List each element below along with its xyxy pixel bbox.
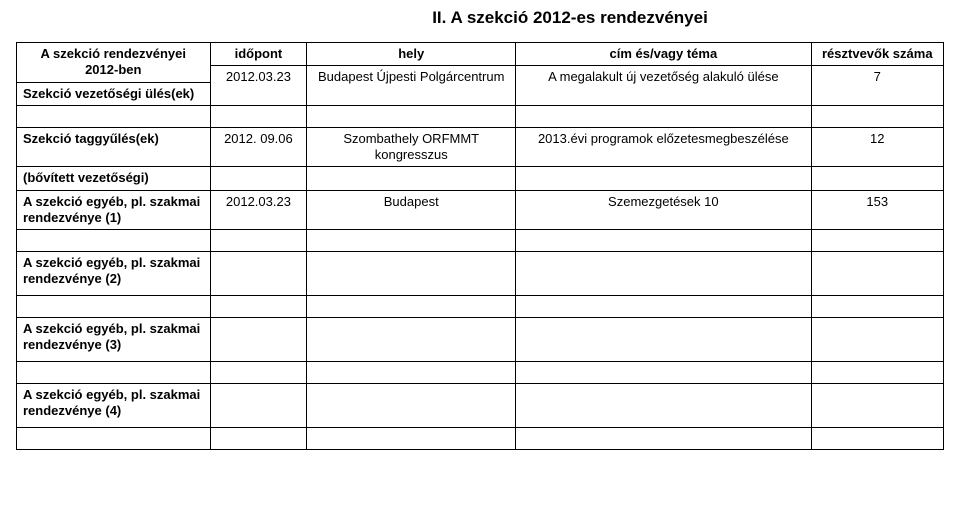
row-spacer4 (17, 362, 944, 384)
member-meeting-date: 2012. 09.06 (210, 127, 307, 167)
spacer5-label (17, 428, 211, 450)
other1-place: Budapest (307, 190, 516, 230)
other2-count (811, 252, 943, 296)
header-place: hely (307, 43, 516, 66)
other1-date: 2012.03.23 (210, 190, 307, 230)
other2-label: A szekció egyéb, pl. szakmai rendezvénye… (17, 252, 211, 296)
other3-date (210, 318, 307, 362)
row-other3: A szekció egyéb, pl. szakmai rendezvénye… (17, 318, 944, 362)
row-other4: A szekció egyéb, pl. szakmai rendezvénye… (17, 384, 944, 428)
leadership-count: 7 (811, 66, 943, 106)
spacer5-c5 (811, 428, 943, 450)
row-spacer5 (17, 428, 944, 450)
other2-topic (516, 252, 811, 296)
spacer1-place (307, 105, 516, 127)
row-spacer1 (17, 105, 944, 127)
spacer1-label (17, 105, 211, 127)
member-meeting-count: 12 (811, 127, 943, 167)
row-spacer3 (17, 296, 944, 318)
spacer4-label (17, 362, 211, 384)
spacer3-c5 (811, 296, 943, 318)
row-spacer2 (17, 230, 944, 252)
header-date: időpont (210, 43, 307, 66)
row-other2: A szekció egyéb, pl. szakmai rendezvénye… (17, 252, 944, 296)
extended-board-place (307, 167, 516, 190)
page-title: II. A szekció 2012-es rendezvényei (16, 8, 944, 28)
extended-board-date (210, 167, 307, 190)
table-header-row: A szekció rendezvényei 2012-ben időpont … (17, 43, 944, 66)
row-member-meeting: Szekció taggyűlés(ek) 2012. 09.06 Szomba… (17, 127, 944, 167)
leadership-date: 2012.03.23 (210, 66, 307, 106)
spacer4-c2 (210, 362, 307, 384)
other4-count (811, 384, 943, 428)
extended-board-count (811, 167, 943, 190)
leadership-topic: A megalakult új vezetőség alakuló ülése (516, 66, 811, 106)
other3-topic (516, 318, 811, 362)
spacer5-c2 (210, 428, 307, 450)
spacer1-count (811, 105, 943, 127)
other1-topic: Szemezgetések 10 (516, 190, 811, 230)
spacer4-c5 (811, 362, 943, 384)
member-meeting-label: Szekció taggyűlés(ek) (17, 127, 211, 167)
other2-date (210, 252, 307, 296)
spacer3-c2 (210, 296, 307, 318)
spacer1-date (210, 105, 307, 127)
other3-place (307, 318, 516, 362)
spacer2-c3 (307, 230, 516, 252)
other4-place (307, 384, 516, 428)
header-count: résztvevők száma (811, 43, 943, 66)
extended-board-label: (bővített vezetőségi) (17, 167, 211, 190)
spacer3-c3 (307, 296, 516, 318)
spacer4-c4 (516, 362, 811, 384)
other1-count: 153 (811, 190, 943, 230)
spacer3-c4 (516, 296, 811, 318)
spacer2-c5 (811, 230, 943, 252)
spacer4-c3 (307, 362, 516, 384)
other4-date (210, 384, 307, 428)
other4-label: A szekció egyéb, pl. szakmai rendezvénye… (17, 384, 211, 428)
other3-label: A szekció egyéb, pl. szakmai rendezvénye… (17, 318, 211, 362)
other2-place (307, 252, 516, 296)
events-table: A szekció rendezvényei 2012-ben időpont … (16, 42, 944, 450)
leadership-place: Budapest Újpesti Polgárcentrum (307, 66, 516, 106)
header-topic: cím és/vagy téma (516, 43, 811, 66)
other1-label: A szekció egyéb, pl. szakmai rendezvénye… (17, 190, 211, 230)
spacer5-c3 (307, 428, 516, 450)
other4-topic (516, 384, 811, 428)
member-meeting-topic: 2013.évi programok előzetesmegbeszélése (516, 127, 811, 167)
header-rowlabel: A szekció rendezvényei 2012-ben (17, 43, 211, 83)
spacer5-c4 (516, 428, 811, 450)
member-meeting-place: Szombathely ORFMMT kongresszus (307, 127, 516, 167)
extended-board-topic (516, 167, 811, 190)
spacer2-label (17, 230, 211, 252)
row-other1: A szekció egyéb, pl. szakmai rendezvénye… (17, 190, 944, 230)
spacer2-c4 (516, 230, 811, 252)
spacer2-c2 (210, 230, 307, 252)
spacer1-topic (516, 105, 811, 127)
other3-count (811, 318, 943, 362)
leadership-label: Szekció vezetőségi ülés(ek) (17, 82, 211, 105)
row-extended-board: (bővített vezetőségi) (17, 167, 944, 190)
spacer3-label (17, 296, 211, 318)
